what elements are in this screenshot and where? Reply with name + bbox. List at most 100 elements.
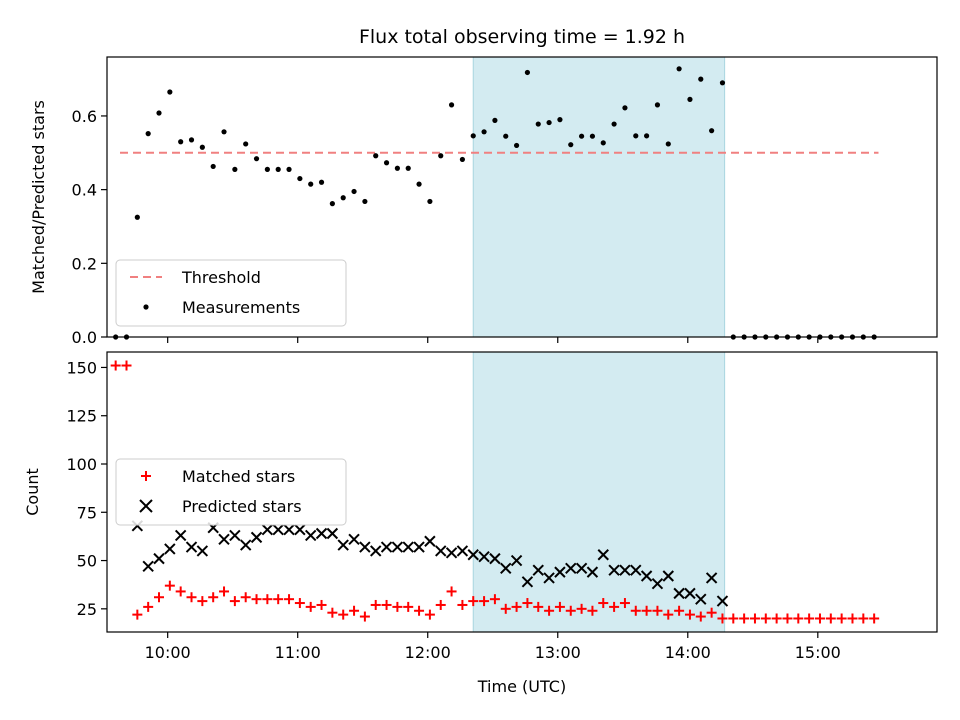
matched-star-point — [251, 594, 262, 605]
top-axes: 0.0 0.2 0.4 0.6 — [72, 56, 938, 347]
matched-star-point — [121, 360, 132, 371]
predicted-star-point — [456, 545, 469, 557]
matched-star-point — [154, 592, 165, 603]
measurement-point — [665, 141, 671, 147]
predicted-star-point — [565, 562, 577, 574]
x-tick-label: 14:00 — [665, 643, 711, 662]
marker-stroke — [608, 564, 620, 576]
matched-star-point — [825, 613, 836, 624]
predicted-star-point — [283, 523, 295, 536]
measurement-point — [546, 119, 552, 126]
predicted-star-point — [619, 564, 631, 576]
matched-star-point — [814, 613, 825, 624]
legend-label: Predicted stars — [182, 497, 302, 516]
marker-stroke — [315, 527, 328, 540]
marker-stroke — [359, 541, 371, 553]
measurement-point — [308, 181, 314, 187]
y-tick-label: 0.2 — [72, 254, 97, 273]
y-tick-label: 25 — [77, 600, 97, 619]
legend-predicted-swatch — [139, 499, 153, 513]
matched-star-point — [869, 613, 880, 624]
matched-star-point — [760, 613, 771, 624]
matched-star-point — [858, 613, 869, 624]
legend-label: Matched stars — [182, 467, 295, 486]
predicted-star-point — [359, 541, 371, 553]
predicted-star-point — [575, 562, 588, 574]
matched-star-point — [110, 360, 121, 371]
predicted-star-point — [348, 533, 360, 546]
measurement-point — [145, 131, 151, 137]
matched-star-point — [284, 594, 295, 605]
predicted-star-point — [586, 566, 599, 578]
y-tick-label: 150 — [66, 358, 97, 377]
marker-stroke — [456, 545, 469, 557]
measurement-point — [362, 198, 368, 205]
bottom-y-axis-label: Count — [23, 468, 42, 516]
matched-star-point — [587, 605, 598, 616]
matched-star-point — [435, 599, 446, 610]
matched-star-point — [576, 603, 587, 614]
marker-stroke — [153, 552, 165, 565]
matched-star-point — [208, 592, 219, 603]
matched-star-point — [771, 613, 782, 624]
matched-star-point — [457, 599, 468, 610]
matched-star-point — [219, 586, 230, 597]
matched-star-point — [695, 611, 706, 622]
predicted-star-point — [597, 549, 609, 561]
predicted-star-point — [608, 564, 620, 576]
marker-stroke — [305, 529, 317, 542]
matched-star-point — [619, 598, 630, 609]
predicted-star-point — [630, 564, 642, 576]
marker-stroke — [500, 562, 512, 574]
predicted-star-point — [315, 527, 328, 540]
marker-stroke — [705, 572, 718, 584]
marker-stroke — [543, 572, 555, 584]
measurement-point — [199, 144, 205, 150]
marker-stroke — [250, 531, 263, 544]
matched-star-point — [739, 613, 750, 624]
legend-label: Threshold — [181, 268, 261, 287]
marker-stroke — [640, 570, 653, 582]
predicted-star-point — [196, 545, 209, 557]
predicted-star-point — [662, 570, 674, 582]
measurement-point — [470, 133, 476, 139]
measurement-point — [709, 128, 715, 134]
x-tick-label: 13:00 — [535, 643, 581, 662]
marker-stroke — [554, 566, 566, 578]
marker-stroke — [370, 545, 382, 557]
matched-star-point — [609, 601, 620, 612]
predicted-star-point — [695, 593, 707, 605]
top-plot: 0.0 0.2 0.4 0.6 Matched/Predicted stars Thr… — [29, 56, 938, 347]
measurement-point — [622, 105, 628, 111]
matched-star-point — [598, 598, 609, 609]
y-tick-label: 125 — [66, 407, 97, 426]
marker-stroke — [478, 550, 490, 563]
axes-frame — [106, 56, 938, 338]
matched-star-point — [359, 611, 370, 622]
marker-stroke — [185, 541, 198, 553]
predicted-star-point — [326, 527, 339, 540]
marker-stroke — [597, 549, 609, 561]
predicted-star-point — [651, 578, 664, 590]
measurement-point — [492, 117, 498, 123]
measurement-point — [633, 133, 639, 139]
bottom-axes: 25 50 75 100 125 150 10:00 11:00 12:00 13:00 14:00… — [66, 351, 938, 662]
matched-star-point — [414, 605, 425, 616]
observing-window-span-top — [472, 56, 726, 338]
marker-stroke — [413, 541, 425, 553]
marker-stroke — [695, 593, 707, 605]
matched-star-point — [489, 594, 500, 605]
measurement-point — [568, 142, 574, 148]
matched-star-point — [652, 605, 663, 616]
marker-stroke — [164, 543, 176, 555]
matched-star-point — [229, 596, 240, 607]
measurement-point — [297, 175, 303, 182]
matched-star-point — [522, 598, 533, 609]
matched-star-point — [500, 603, 511, 614]
measurement-point — [156, 110, 162, 116]
predicted-star-point — [510, 554, 523, 567]
legend-measurement-swatch — [143, 304, 149, 310]
matched-star-point — [370, 599, 381, 610]
predicted-star-point — [489, 552, 501, 565]
